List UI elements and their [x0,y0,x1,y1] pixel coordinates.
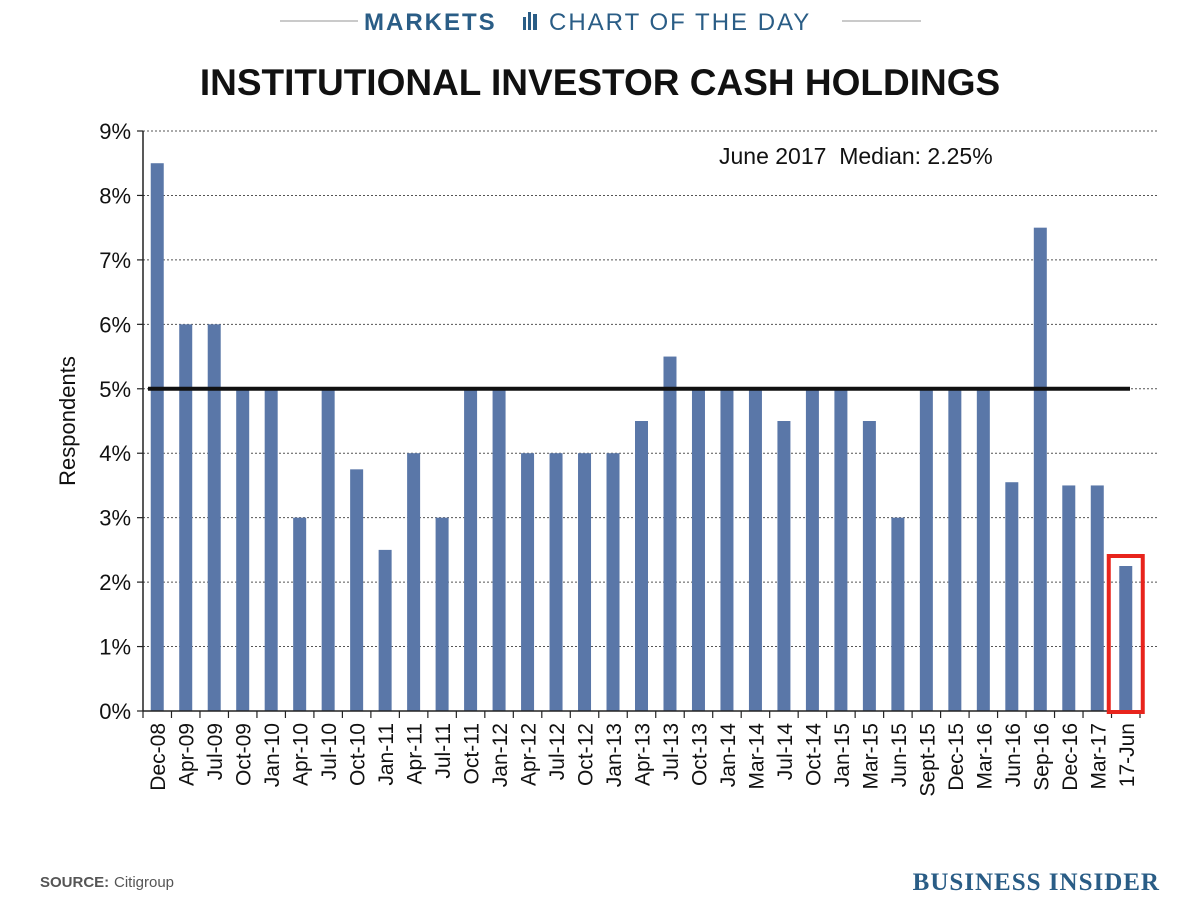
x-tick-label: Oct-12 [575,723,598,786]
bar-oct-12 [578,453,592,711]
x-tick-label: Jan-12 [489,723,512,787]
bar-jul-14 [777,421,791,711]
x-tick-label: Jan-11 [375,723,398,786]
bar-jan-11 [378,549,392,711]
bar-apr-11 [407,453,421,711]
x-tick-label: Dec-15 [945,723,968,791]
x-tick-label: Jul-14 [774,723,797,781]
x-tick-label: Apr-11 [404,723,427,784]
x-tick-label: Oct-13 [688,723,711,786]
chart-header: MARKETS CHART OF THE DAY [280,9,921,36]
y-tick-labels: 0% 1% 2% 3% 4% 5% 6% 7% 8% 9% [99,119,131,724]
bar-jul-12 [549,453,563,711]
x-tick-label: Dec-16 [1059,723,1082,791]
bar-mar-16 [976,388,990,711]
bar-jul-13 [663,356,677,711]
x-tick-label: Jan-14 [717,723,740,788]
bar-apr-13 [635,421,648,711]
x-tick-label: Mar-17 [1087,723,1110,790]
bar-jan-10 [264,388,278,711]
y-tick-label: 8% [99,183,131,208]
y-tick-label: 3% [99,506,131,531]
bar-jan-12 [492,388,506,711]
x-tick-label: Oct-11 [461,723,484,784]
bar-apr-10 [293,517,307,711]
y-tick-label: 1% [99,635,131,660]
bar-jun-15 [891,517,905,711]
bars [150,163,1133,711]
bar-oct-10 [350,469,364,711]
x-tick-label: Jan-10 [261,723,284,787]
bar-jan-14 [720,388,734,711]
y-tick-label: 2% [99,570,131,595]
bar-jul-10 [321,388,335,711]
x-tick-label: Sept-15 [916,723,939,797]
x-tick-label: Jul-09 [204,723,227,780]
median-annotation: June 2017 Median: 2.25% [719,143,993,169]
bar-oct-14 [805,388,819,711]
bar-oct-11 [464,388,478,711]
bar-chart-icon [523,12,537,30]
bar-17-jun [1119,566,1133,711]
x-tick-label: Jan-15 [831,723,854,787]
x-tick-label: Jul-10 [318,723,341,780]
business-insider-logo: BUSINESS INSIDER [913,869,1160,896]
x-tick-label: Jul-11 [432,723,455,779]
x-tick-label: Apr-09 [176,723,199,786]
bar-apr-12 [521,453,535,711]
x-tick-label: Mar-15 [859,723,882,790]
bar-mar-14 [748,388,762,711]
x-tick-label: Mar-14 [745,723,768,790]
x-tick-label: Oct-10 [347,723,370,786]
source-value: Citigroup [114,874,174,891]
y-tick-label: 0% [99,699,131,724]
bar-oct-09 [236,388,250,711]
x-tick-label: Jun-15 [888,723,911,787]
bar-jul-09 [207,324,221,711]
y-axis-label: Respondents [55,356,80,486]
source-label: SOURCE: [40,874,109,891]
x-tick-label: Oct-14 [802,723,825,786]
x-tick-label: Mar-16 [973,723,996,790]
bar-jan-15 [834,388,848,711]
x-tick-label: Jul-12 [546,723,569,780]
bar-sept-15 [919,388,933,711]
y-tick-label: 6% [99,312,131,337]
y-tick-label: 9% [99,119,131,144]
x-tick-label: Jun-16 [1002,723,1025,787]
bar-apr-09 [179,324,193,711]
bar-jun-16 [1005,482,1019,711]
bar-jul-11 [435,517,449,711]
bar-dec-16 [1062,485,1076,711]
x-tick-label: Sep-16 [1030,723,1053,791]
bar-dec-15 [948,388,962,711]
y-tick-label: 7% [99,248,131,273]
y-tick-label: 5% [99,377,131,402]
bar-oct-13 [691,388,705,711]
bar-mar-17 [1090,485,1104,711]
highlight-box [1106,554,1145,714]
section-label: MARKETS [364,9,497,36]
x-tick-label: 17-Jun [1116,723,1139,787]
axes [137,130,1142,718]
highlight-layer [1106,554,1145,714]
chart-title: INSTITUTIONAL INVESTOR CASH HOLDINGS [200,62,1000,103]
x-tick-label: Jul-13 [660,723,683,780]
x-tick-label: Apr-12 [518,723,541,786]
x-tick-label: Dec-08 [147,723,170,791]
chart-footer: SOURCE: Citigroup BUSINESS INSIDER [40,869,1160,896]
x-tick-label: Jan-13 [603,723,626,787]
x-tick-label: Apr-13 [632,723,655,786]
x-tick-labels: Dec-08 Apr-09 Jul-09 Oct-09 Jan-10 Apr-10 Jul-… [147,723,1139,797]
bar-sep-16 [1033,227,1047,711]
y-tick-label: 4% [99,441,131,466]
bar-jan-13 [606,453,620,711]
chart-of-the-day-label: CHART OF THE DAY [549,9,811,36]
bar-dec-08 [150,163,164,711]
bar-mar-15 [862,421,876,711]
x-tick-label: Apr-10 [290,723,313,786]
x-tick-label: Oct-09 [233,723,256,786]
